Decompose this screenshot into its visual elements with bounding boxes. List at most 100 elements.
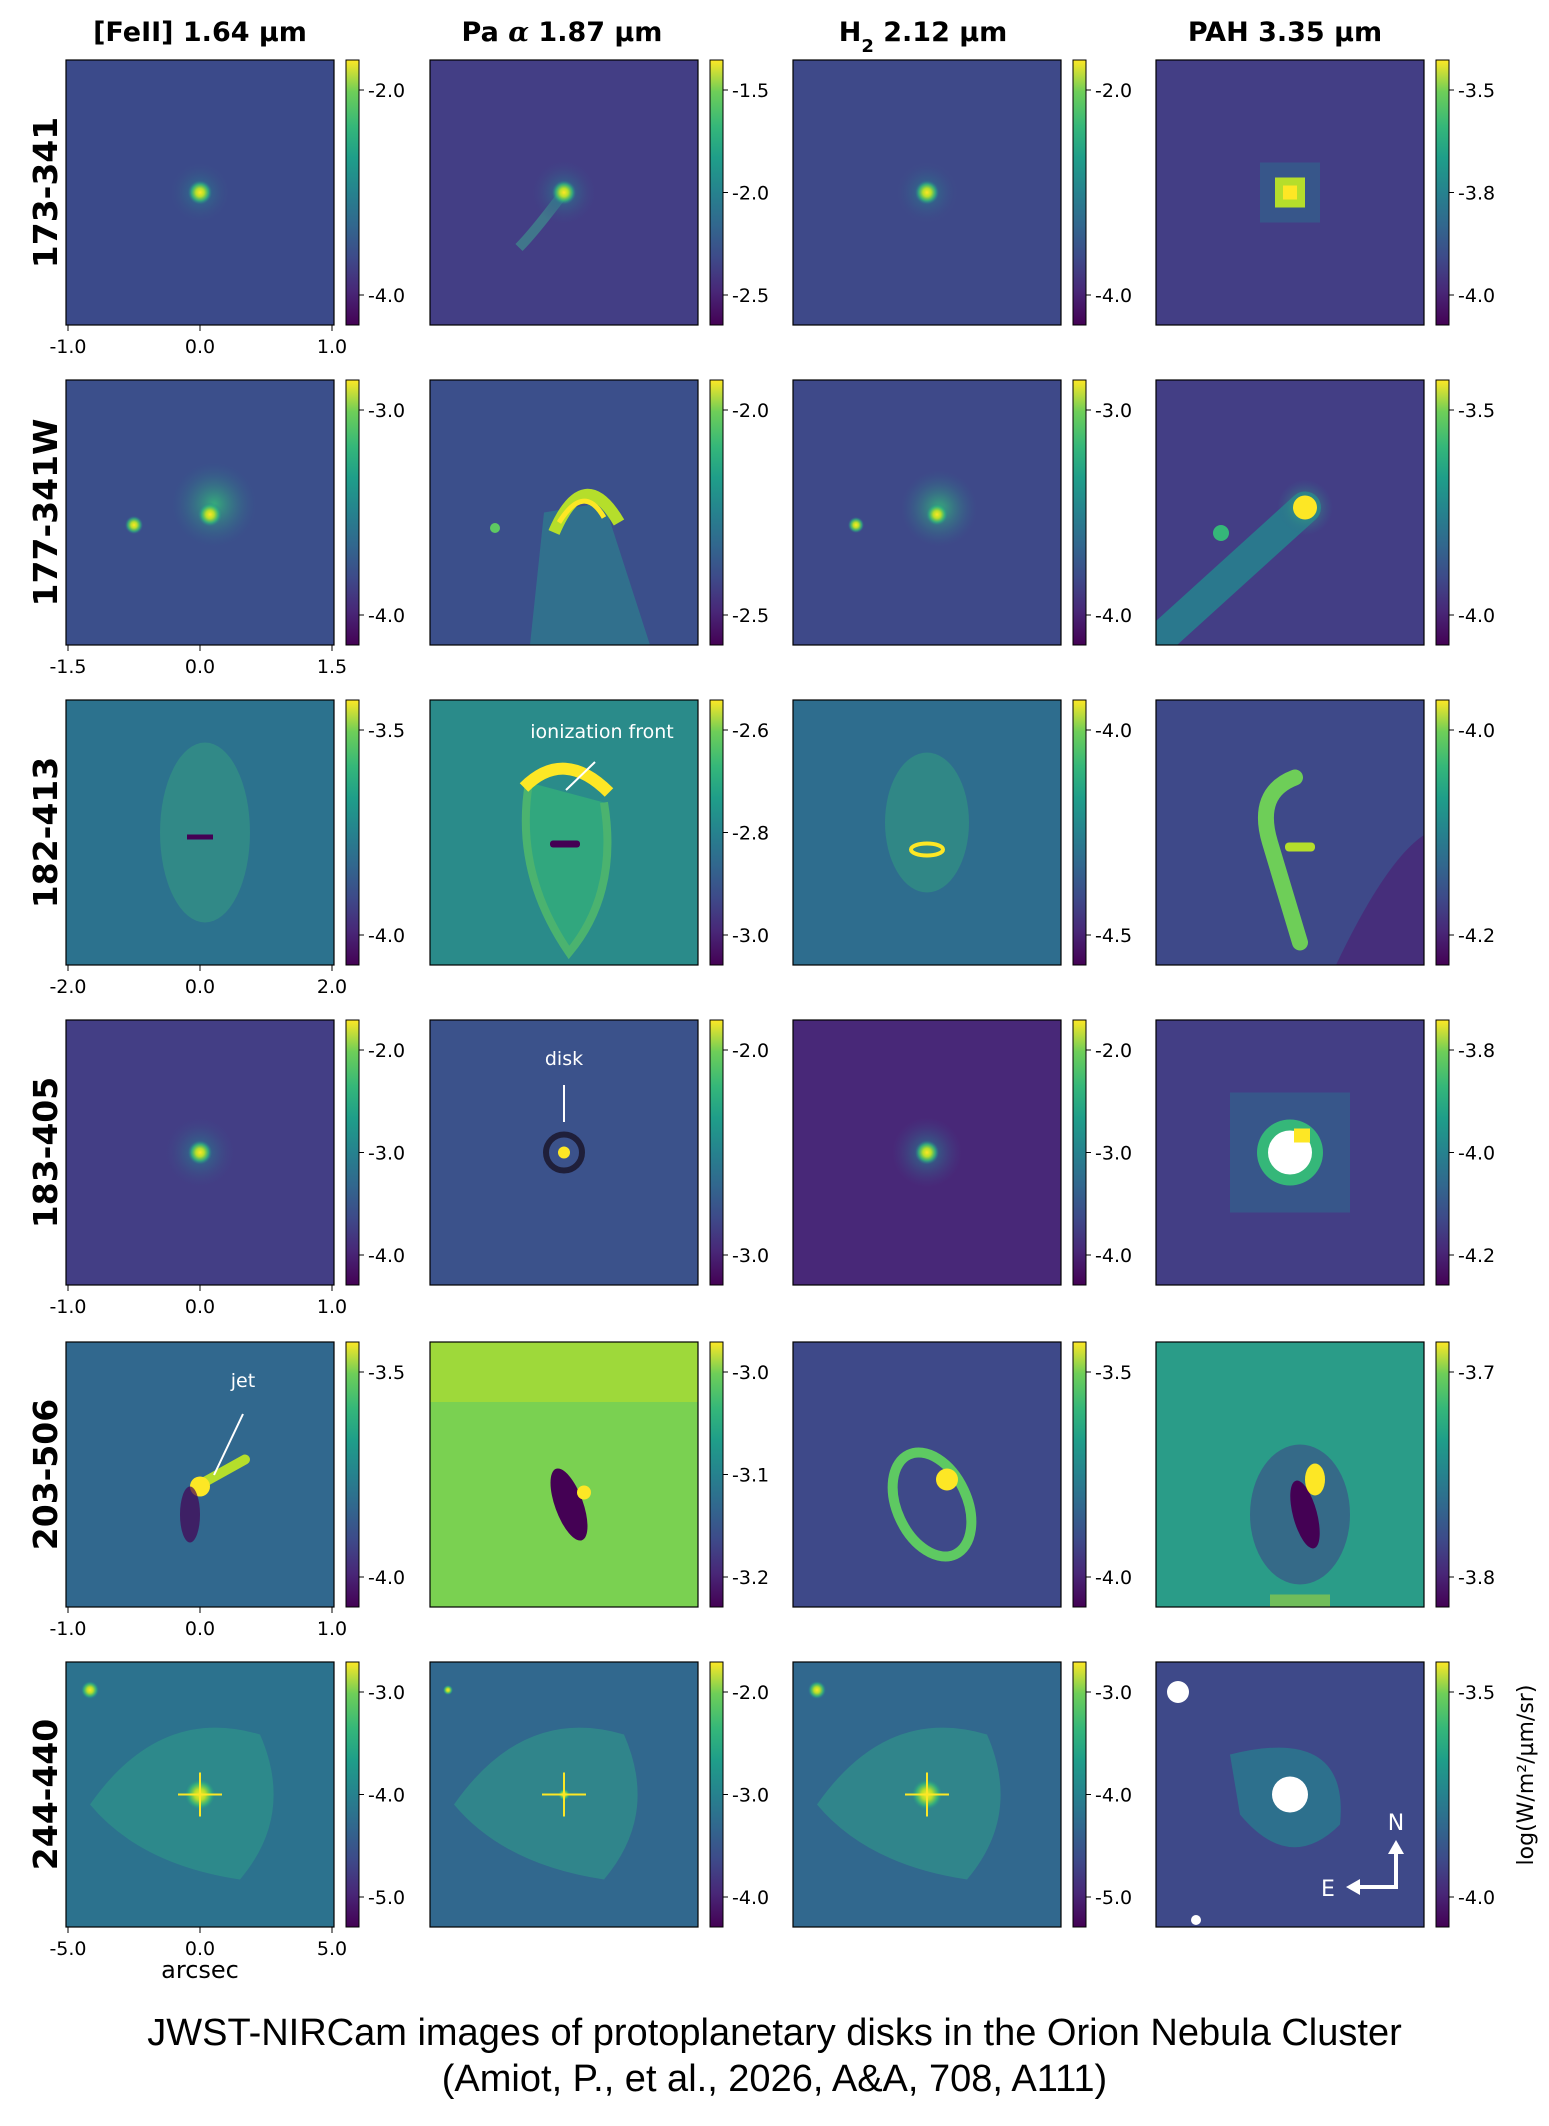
colorbar-tick-label: -3.8 — [1458, 1040, 1495, 1062]
colorbar-tick-label: -4.0 — [1458, 1887, 1495, 1909]
colorbar-tick-label: -4.0 — [368, 605, 405, 627]
colorbar-182-413-feii: -3.5 -4.0 — [345, 699, 405, 966]
colorbar-gradient — [1072, 59, 1087, 326]
panel-frame — [429, 1341, 699, 1608]
colorbar-203-506-pa-alpha: -3.0 -3.1 -3.2 — [709, 1341, 769, 1608]
panel-244-440-h2 — [792, 1661, 1062, 1928]
colorbar-tick-label: -3.0 — [368, 1682, 405, 1704]
colorbar-173-341-pah: -3.5 -3.8 -4.0 — [1435, 59, 1495, 326]
compass-east-label: E — [1321, 1877, 1335, 1902]
colorbar-tick-label: -3.0 — [368, 1143, 405, 1165]
jet-pointer — [213, 1413, 244, 1476]
colorbar-gradient — [345, 1019, 360, 1286]
colorbar-183-405-pa-alpha: -2.0 -3.0 — [709, 1019, 769, 1286]
colorbar-tick-label: -4.0 — [368, 925, 405, 947]
colorbar-tick-label: -4.0 — [1458, 720, 1495, 742]
colorbar-tick-label: -2.0 — [368, 1040, 405, 1062]
row-label-173-341: 173-341 — [26, 117, 65, 268]
colorbar-tick-label: -2.0 — [732, 400, 769, 422]
colorbar-203-506-pah: -3.7 -3.8 — [1435, 1341, 1495, 1608]
colorbar-tick-label: -2.5 — [732, 605, 769, 627]
colorbar-gradient — [345, 1341, 360, 1608]
colorbar-tick-label: -5.0 — [1095, 1887, 1132, 1909]
colorbar-244-440-pah: -3.5 -4.0 — [1435, 1661, 1495, 1928]
panel-183-405-h2 — [792, 1019, 1062, 1286]
colorbar-244-440-pa-alpha: -2.0 -3.0 -4.0 — [709, 1661, 769, 1928]
panel-183-405-pah — [1155, 1019, 1425, 1286]
colorbar-tick-label: -2.6 — [732, 720, 769, 742]
colorbar-gradient — [709, 1661, 724, 1928]
panel-frame — [1155, 59, 1425, 326]
x-tick-label: 0.0 — [185, 336, 215, 358]
colorbar-183-405-pah: -3.8 -4.0 -4.2 — [1435, 1019, 1495, 1286]
figure-caption-line-2: (Amiot, P., et al., 2026, A&A, 708, A111… — [441, 2058, 1108, 2100]
colorbar-tick-label: -3.7 — [1458, 1362, 1495, 1384]
image-background — [793, 700, 1061, 965]
colorbar-tick-label: -3.8 — [1458, 183, 1495, 205]
colorbar-tick-label: -3.5 — [1095, 1362, 1132, 1384]
colorbar-gradient — [709, 1019, 724, 1286]
panel-203-506-pa-alpha — [429, 1341, 699, 1608]
x-tick-label: -5.0 — [49, 1938, 86, 1960]
colorbar-tick-label: -3.0 — [1095, 400, 1132, 422]
panel-frame — [429, 1661, 699, 1928]
disk-label: disk — [545, 1048, 583, 1070]
colorbar-gradient — [1435, 379, 1450, 646]
colorbar-tick-label: -4.2 — [1458, 925, 1495, 947]
panel-244-440-pa-alpha — [429, 1661, 699, 1928]
x-tick-label: -1.0 — [49, 336, 86, 358]
panel-183-405-feii — [65, 1019, 335, 1286]
colorbar-gradient — [709, 699, 724, 966]
colorbar-tick-label: -4.0 — [368, 1245, 405, 1267]
colorbar-gradient — [1435, 1341, 1450, 1608]
colorbar-tick-label: -4.0 — [1458, 285, 1495, 307]
x-tick-label: 0.0 — [185, 1618, 215, 1640]
x-tick-label: -1.0 — [49, 1618, 86, 1640]
row-label-182-413: 182-413 — [26, 757, 65, 908]
colorbar-177-341W-h2: -3.0 -4.0 — [1072, 379, 1132, 646]
colorbar-tick-label: -3.0 — [1095, 1682, 1132, 1704]
colorbar-177-341W-pa-alpha: -2.0 -2.5 — [709, 379, 769, 646]
panel-173-341-feii — [65, 59, 335, 326]
colorbar-tick-label: -4.0 — [1095, 1567, 1132, 1589]
colorbar-gradient — [345, 699, 360, 966]
x-tick-label: 5.0 — [317, 1938, 347, 1960]
colorbar-tick-label: -3.8 — [1458, 1567, 1495, 1589]
panel-frame — [792, 59, 1062, 326]
colorbar-tick-label: -4.0 — [368, 1567, 405, 1589]
colorbar-gradient — [1435, 1661, 1450, 1928]
x-tick-label: -1.5 — [49, 656, 86, 678]
panel-frame — [429, 699, 699, 966]
colorbar-tick-label: -3.5 — [1458, 1682, 1495, 1704]
panel-182-413-pa-alpha — [429, 699, 699, 966]
x-tick-label: 1.5 — [317, 656, 347, 678]
panel-182-413-pah — [1155, 699, 1425, 966]
colorbar-tick-label: -2.8 — [732, 823, 769, 845]
column-header-h2: H2 2.12 µm — [839, 17, 1008, 57]
row-label-203-506: 203-506 — [26, 1399, 65, 1550]
colorbar-tick-label: -4.5 — [1095, 925, 1132, 947]
colorbar-183-405-feii: -2.0 -3.0 -4.0 — [345, 1019, 405, 1286]
colorbar-gradient — [1072, 699, 1087, 966]
colorbar-gradient — [709, 379, 724, 646]
colorbar-173-341-feii: -2.0 -4.0 — [345, 59, 405, 326]
panel-frame — [429, 59, 699, 326]
colorbar-tick-label: -4.0 — [1095, 285, 1132, 307]
panel-177-341W-pa-alpha — [429, 379, 699, 646]
colorbar-244-440-feii: -3.0 -4.0 -5.0 — [345, 1661, 405, 1928]
colorbar-tick-label: -4.0 — [1458, 1143, 1495, 1165]
colorbar-gradient — [1072, 1019, 1087, 1286]
colorbar-gradient — [345, 1661, 360, 1928]
colorbar-tick-label: -4.0 — [1095, 605, 1132, 627]
panel-182-413-h2 — [792, 699, 1062, 966]
panel-244-440-pah: NE — [1155, 1661, 1425, 1928]
panel-244-440-feii — [65, 1661, 335, 1928]
colorbar-182-413-h2: -4.0 -4.5 — [1072, 699, 1132, 966]
x-tick-label: 2.0 — [317, 976, 347, 998]
x-tick-label: 1.0 — [317, 1296, 347, 1318]
annotations: ionization front disk jet — [213, 721, 674, 1476]
colorbar-182-413-pa-alpha: -2.6 -2.8 -3.0 — [709, 699, 769, 966]
colorbar-tick-label: -3.0 — [732, 925, 769, 947]
colorbar-tick-label: -5.0 — [368, 1887, 405, 1909]
colorbar-gradient — [345, 59, 360, 326]
